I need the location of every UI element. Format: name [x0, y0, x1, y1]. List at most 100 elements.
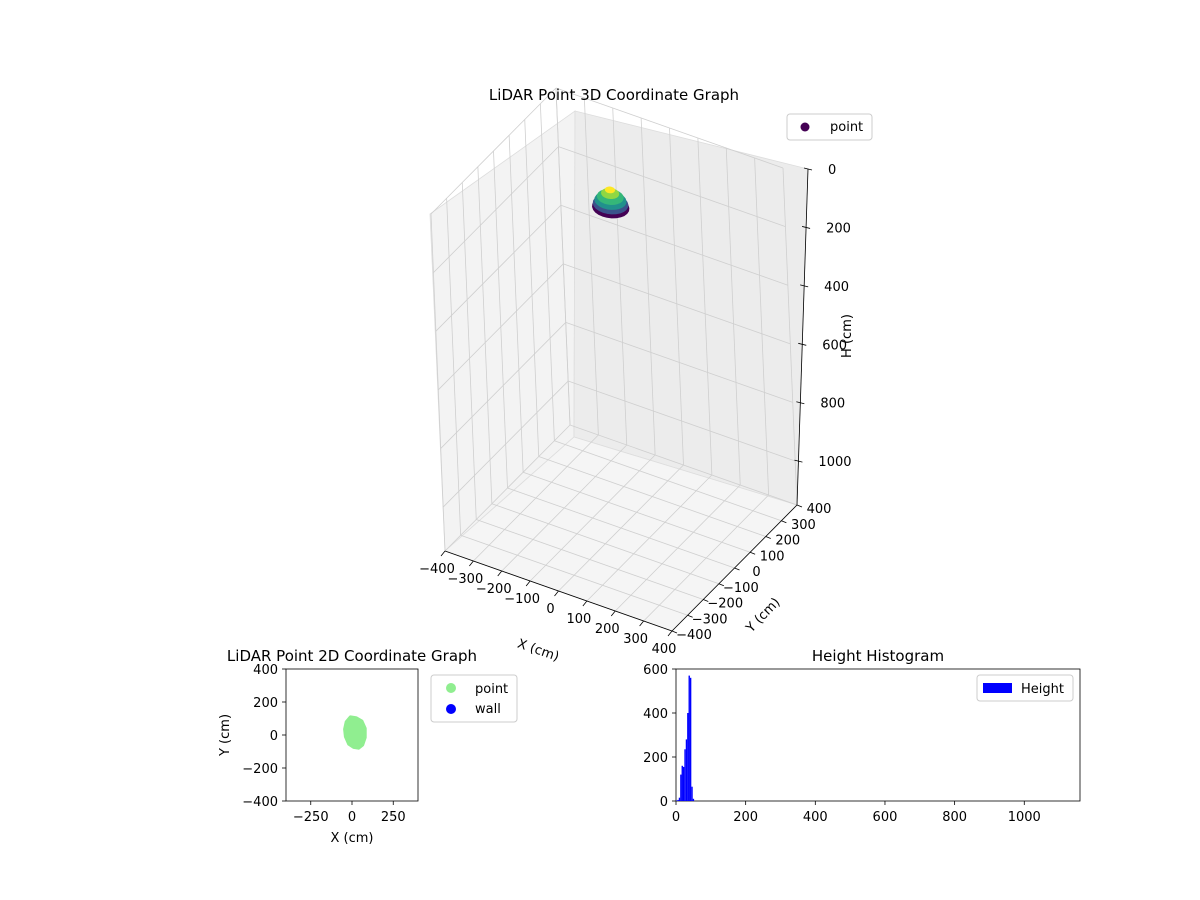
y-tick-label: 400 — [807, 502, 832, 517]
grid-line — [782, 167, 798, 506]
grid-line — [491, 503, 720, 585]
grid-line — [493, 150, 508, 489]
x-tick-label-2d: 0 — [348, 810, 356, 825]
z-tick-mark — [801, 226, 811, 229]
x-tick-mark — [667, 630, 673, 637]
y-tick-mark — [703, 599, 709, 602]
z-tick-mark — [794, 459, 803, 463]
legend-3d-box — [786, 113, 873, 141]
grid-line — [558, 146, 786, 227]
z-tick-label: 800 — [820, 397, 845, 412]
legend-hist: Height — [976, 674, 1074, 702]
x-tick-mark — [582, 600, 588, 607]
x-tick-label: 300 — [623, 632, 648, 647]
x-tick-label: −300 — [448, 572, 484, 587]
x-tick-mark — [440, 550, 446, 557]
legend-2d: point wall — [430, 674, 518, 723]
point-cloud-layer — [604, 186, 616, 194]
histogram-bar — [685, 739, 688, 801]
grid-line — [440, 322, 567, 449]
legend-3d-marker — [800, 122, 810, 132]
z-tick-mark — [800, 284, 809, 288]
z-tick-mark — [798, 342, 807, 346]
y-tick-mark — [718, 583, 725, 587]
histogram-bar — [682, 766, 685, 801]
y-tick-label: 100 — [760, 549, 785, 564]
grid-line — [563, 263, 791, 345]
x-tick-label: −100 — [504, 592, 540, 607]
legend-3d-label: point — [830, 120, 863, 135]
histogram-bar — [677, 799, 679, 801]
histogram-bar — [681, 765, 683, 801]
y-tick-label-2d: 200 — [253, 696, 278, 711]
x-tick-label: 0 — [546, 602, 554, 617]
y-tick-label: −100 — [723, 581, 759, 596]
legend-3d: point — [786, 113, 873, 141]
legend-wall-label: wall — [475, 702, 501, 717]
grid-line — [438, 263, 564, 391]
y-tick-label-2d: 0 — [270, 729, 278, 744]
y-tick-label: −400 — [676, 628, 712, 643]
grid-line — [508, 135, 524, 473]
x-tick-label: −400 — [419, 562, 455, 577]
y-tick-mark — [796, 504, 803, 508]
histogram-bar — [692, 798, 695, 801]
pane-right — [573, 110, 809, 506]
x-axis-label-2d: X (cm) — [331, 831, 374, 846]
z-tick-mark — [803, 167, 813, 171]
y-tick-mark — [781, 520, 787, 524]
x-tick-mark — [554, 590, 559, 597]
y-axis-label-2d: Y (cm) — [218, 714, 233, 757]
x-tick-label: 100 — [566, 612, 591, 627]
grid-line — [568, 380, 796, 462]
y-tick-label: 300 — [791, 518, 816, 533]
y-tick-label: −300 — [692, 612, 728, 627]
grid-line — [476, 519, 704, 600]
x-tick-label-hist: 0 — [672, 810, 680, 825]
x-tick-label: −200 — [476, 582, 512, 597]
grid-line — [446, 198, 462, 536]
chart-3d-title: LiDAR Point 3D Coordinate Graph — [489, 86, 739, 104]
x-tick-mark — [469, 560, 474, 567]
grid-line — [507, 487, 735, 569]
point-cluster — [343, 715, 367, 750]
grid-line — [554, 440, 782, 522]
x-tick-label-hist: 1000 — [1008, 810, 1041, 825]
point-cloud-3d — [592, 186, 630, 219]
histogram-bars — [676, 675, 695, 801]
grid-line — [442, 380, 569, 508]
height-histogram-chart: 0 200 400 600 800 1000 0 200 400 600 Height Histo… — [643, 647, 1081, 825]
grid-line — [612, 107, 628, 446]
x-tick-label-hist: 400 — [803, 810, 828, 825]
legend-height-label: Height — [1021, 682, 1064, 697]
histogram-bar — [678, 797, 681, 801]
grid-line — [583, 97, 599, 436]
grid-line — [640, 117, 656, 456]
scatter-3d-chart: −400−300−200−1000100200300400−400−300−20… — [419, 86, 873, 665]
y-tick-label-hist: 600 — [643, 663, 668, 678]
y-tick-label-2d: 400 — [253, 663, 278, 678]
x-tick-label-hist: 600 — [873, 810, 898, 825]
grid-line — [555, 87, 571, 426]
y-tick-label-hist: 400 — [643, 707, 668, 722]
x-tick-mark — [610, 610, 616, 617]
x-tick-label-hist: 800 — [942, 810, 967, 825]
z-tick-label: 1000 — [818, 455, 851, 470]
legend-point-label: point — [475, 682, 508, 697]
z-tick-label: 200 — [826, 221, 851, 236]
grid-line — [461, 182, 477, 520]
grid-line — [565, 322, 793, 403]
grid-line — [538, 456, 766, 537]
histogram-bar — [691, 786, 693, 801]
y-tick-label: −200 — [707, 597, 743, 612]
z-tick-label: 0 — [828, 163, 836, 178]
y-tick-label-2d: −400 — [242, 795, 278, 810]
grid-3d — [430, 87, 798, 632]
grid-line — [754, 157, 770, 496]
ticks-2d: −250 0 250 400 200 0 −200 −400 — [242, 663, 405, 825]
x-tick-label-2d: 250 — [381, 810, 406, 825]
y-tick-mark — [687, 614, 693, 618]
chart-hist-title: Height Histogram — [812, 647, 944, 665]
grid-line — [460, 534, 688, 616]
grid-line — [430, 87, 557, 215]
